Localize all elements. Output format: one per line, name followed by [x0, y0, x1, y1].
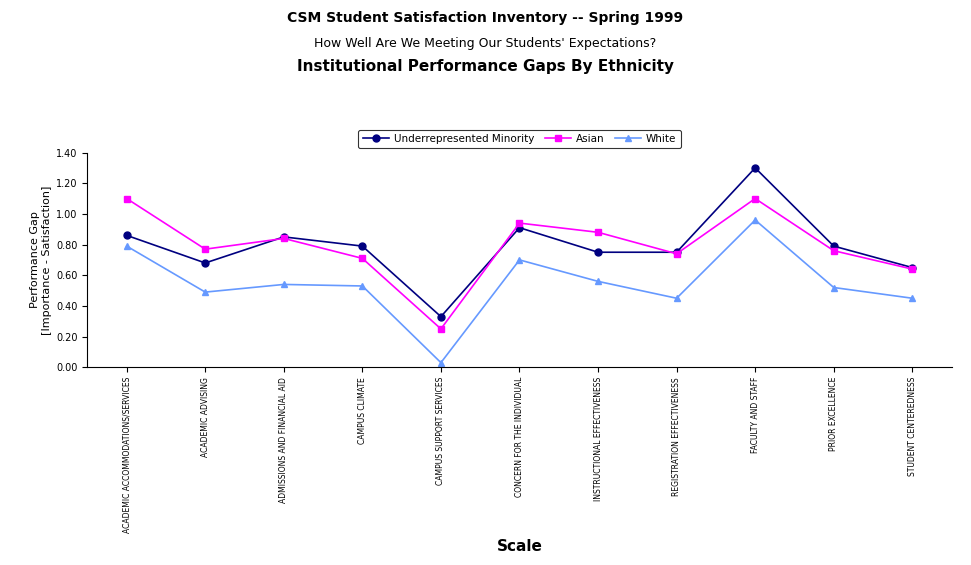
White	[907, 295, 919, 302]
Asian	[278, 235, 289, 242]
Line: White: White	[123, 216, 916, 366]
Asian	[750, 195, 761, 202]
Asian	[592, 229, 604, 236]
White	[514, 257, 525, 263]
Text: Institutional Performance Gaps By Ethnicity: Institutional Performance Gaps By Ethnic…	[297, 59, 674, 75]
Asian	[199, 246, 211, 253]
Asian	[671, 250, 683, 257]
Asian	[435, 325, 447, 332]
Underrepresented Minority	[592, 249, 604, 255]
Text: CSM Student Satisfaction Inventory -- Spring 1999: CSM Student Satisfaction Inventory -- Sp…	[287, 11, 684, 25]
Asian	[907, 266, 919, 272]
Line: Asian: Asian	[123, 195, 916, 332]
Asian	[514, 220, 525, 227]
X-axis label: Scale: Scale	[496, 539, 543, 554]
White	[278, 281, 289, 288]
Underrepresented Minority	[435, 313, 447, 320]
Underrepresented Minority	[671, 249, 683, 255]
Legend: Underrepresented Minority, Asian, White: Underrepresented Minority, Asian, White	[358, 130, 681, 148]
Underrepresented Minority	[828, 243, 840, 250]
Underrepresented Minority	[514, 224, 525, 231]
Text: How Well Are We Meeting Our Students' Expectations?: How Well Are We Meeting Our Students' Ex…	[315, 37, 656, 50]
White	[199, 289, 211, 295]
Underrepresented Minority	[750, 164, 761, 171]
Y-axis label: Performance Gap
[Importance - Satisfaction]: Performance Gap [Importance - Satisfacti…	[30, 185, 52, 334]
White	[356, 282, 368, 289]
Line: Underrepresented Minority: Underrepresented Minority	[123, 164, 916, 320]
White	[828, 284, 840, 291]
White	[750, 216, 761, 223]
White	[120, 243, 132, 250]
Asian	[828, 247, 840, 254]
Underrepresented Minority	[907, 264, 919, 271]
Underrepresented Minority	[199, 259, 211, 266]
Underrepresented Minority	[278, 233, 289, 240]
White	[435, 359, 447, 366]
White	[671, 295, 683, 302]
Underrepresented Minority	[356, 243, 368, 250]
Asian	[356, 255, 368, 262]
Asian	[120, 195, 132, 202]
Underrepresented Minority	[120, 232, 132, 239]
White	[592, 278, 604, 285]
